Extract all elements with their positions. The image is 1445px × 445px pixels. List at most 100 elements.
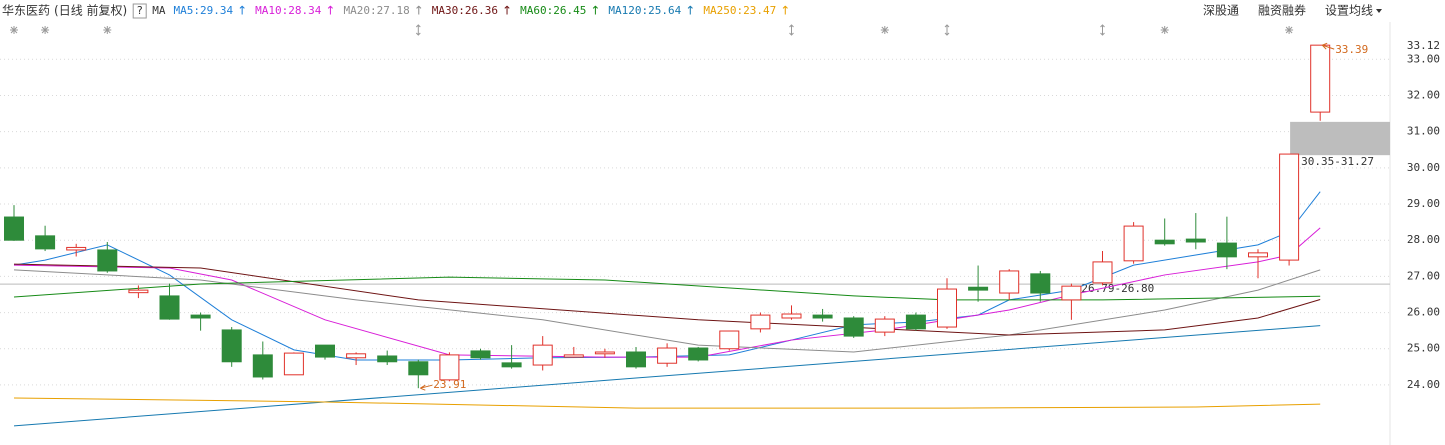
event-icon[interactable]: [1160, 26, 1169, 34]
y-tick-label: 25.00: [1407, 342, 1440, 355]
ma-line: [13, 397, 1321, 409]
y-tick-label: 27.00: [1407, 269, 1440, 282]
chart-title: 华东医药: [2, 4, 50, 18]
candle-body: [1092, 261, 1113, 284]
legend-name: MA10: [255, 4, 282, 17]
candle-body: [159, 295, 180, 320]
y-tick-label: 26.00: [1407, 306, 1440, 319]
event-icon[interactable]: [10, 26, 18, 34]
y-tick-label: 28.00: [1407, 233, 1440, 246]
candle-body: [532, 344, 553, 366]
legend-separator: :: [458, 4, 465, 17]
candle-body: [1216, 242, 1237, 258]
legend-separator: :: [547, 4, 554, 17]
candle-body: [750, 314, 771, 330]
candle-body: [1185, 238, 1206, 243]
candle-body: [563, 354, 584, 358]
candle-body: [1061, 285, 1082, 301]
legend-arrow: ↑: [325, 4, 335, 18]
toolbar-button[interactable]: 设置均线: [1325, 4, 1373, 18]
legend-arrow: ↑: [237, 4, 247, 18]
level-line: [0, 283, 1390, 285]
legend-separator: :: [370, 4, 377, 17]
candle-body: [408, 361, 429, 376]
y-tick-label: 33.00: [1407, 52, 1440, 65]
candle-body: [221, 329, 242, 363]
high-label: 33.39: [1335, 43, 1368, 56]
event-icon[interactable]: [1285, 26, 1294, 34]
y-tick-label: 30.00: [1407, 161, 1440, 174]
y-tick-label: 31.00: [1407, 125, 1440, 138]
candle-body: [66, 246, 87, 251]
candle-body: [657, 347, 678, 364]
legend-value: 25.64: [648, 4, 681, 17]
candle-body: [1154, 239, 1175, 245]
legend-arrow: ↑: [685, 4, 695, 18]
toolbar-button[interactable]: 深股通: [1203, 4, 1239, 18]
low-arrow: [420, 384, 433, 391]
candle-body: [283, 352, 304, 376]
ma-line: [13, 325, 1321, 427]
split-icon[interactable]: [944, 24, 950, 36]
toolbar-button[interactable]: 融资融券: [1258, 3, 1306, 18]
split-icon[interactable]: [1100, 24, 1105, 36]
y-axis-top-label: 33.12: [1407, 39, 1440, 52]
chart-subtitle: (日线 前复权): [54, 3, 127, 18]
candle-body: [688, 347, 709, 361]
legend-arrow: ↑: [780, 4, 790, 18]
legend-name: MA250: [703, 4, 736, 17]
legend-value: 29.34: [200, 4, 233, 17]
candle-body: [501, 362, 522, 368]
candle-body: [968, 286, 989, 291]
legend-separator: :: [282, 4, 289, 17]
event-icon[interactable]: [103, 26, 112, 34]
candle-body: [128, 289, 149, 294]
legend-name: MA20: [343, 4, 370, 17]
legend-name: MA30: [432, 4, 459, 17]
candle-body: [1123, 225, 1144, 262]
legend-value: 27.18: [377, 4, 410, 17]
split-icon[interactable]: [789, 24, 794, 36]
candle-body: [252, 354, 273, 378]
candle-body: [905, 314, 926, 330]
event-icon[interactable]: [41, 26, 50, 34]
gap-label: 30.35-31.27: [1301, 155, 1374, 168]
legend-value: 23.47: [743, 4, 776, 17]
y-tick-label: 24.00: [1407, 378, 1440, 391]
help-button[interactable]: [132, 3, 147, 19]
candle-body: [377, 355, 398, 363]
candle-body: [470, 350, 491, 359]
event-icon[interactable]: [880, 26, 889, 34]
legend-value: 28.34: [288, 4, 321, 17]
candle-body: [1030, 273, 1051, 294]
high-arrow: [1321, 42, 1335, 50]
candle-body: [439, 354, 460, 381]
candle-body: [1248, 252, 1268, 258]
candle-body: [999, 270, 1020, 294]
candle-body: [874, 318, 895, 333]
legend-separator: :: [193, 4, 200, 17]
legend-name: MA5: [173, 4, 193, 17]
candle-body: [1310, 44, 1331, 113]
candle-body: [190, 314, 211, 319]
split-icon[interactable]: [415, 24, 421, 36]
candle-body: [1279, 153, 1300, 261]
candle-body: [594, 351, 615, 355]
legend-name: MA120: [608, 4, 641, 17]
legend-arrow: ↑: [590, 4, 600, 18]
legend-separator: :: [642, 4, 649, 17]
level-label: 26.79-26.80: [1081, 282, 1154, 295]
dropdown-icon: [1376, 9, 1382, 13]
ma-line: [13, 269, 1321, 353]
candle-body: [35, 235, 56, 250]
candle-body: [781, 313, 802, 319]
candle-body: [719, 330, 740, 350]
low-label: 23.91: [433, 378, 466, 391]
legend-value: 26.45: [553, 4, 586, 17]
legend-name: MA60: [520, 4, 547, 17]
ma-label: MA: [152, 4, 166, 17]
y-tick-label: 29.00: [1407, 197, 1440, 210]
